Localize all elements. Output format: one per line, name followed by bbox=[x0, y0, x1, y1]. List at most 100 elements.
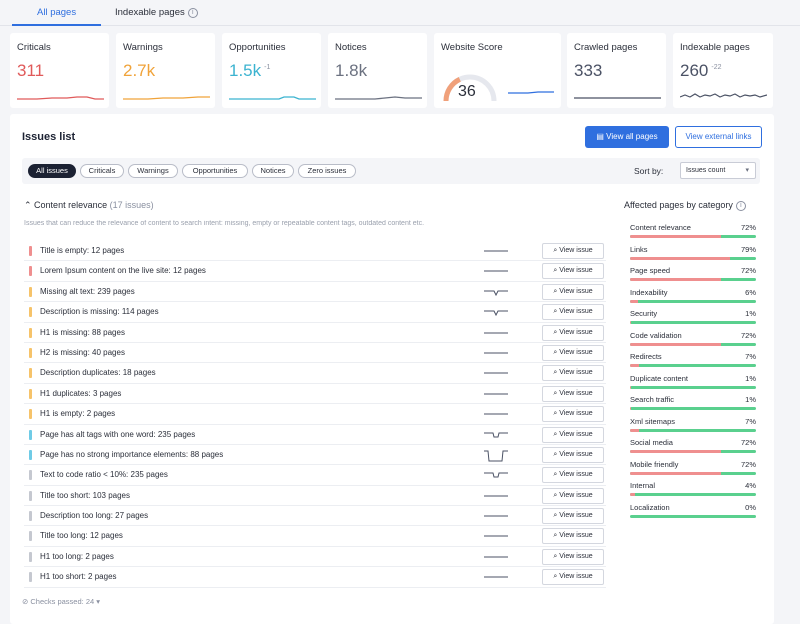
view-issue-label: View issue bbox=[559, 491, 593, 499]
search-icon: ⌕ bbox=[553, 287, 558, 295]
category-percent: 1% bbox=[745, 309, 756, 318]
stat-label: Indexable pages bbox=[680, 42, 750, 53]
severity-marker bbox=[29, 572, 32, 583]
filter-notices[interactable]: Notices bbox=[252, 164, 294, 178]
category-bar-fill bbox=[630, 407, 632, 410]
score-sparkline bbox=[508, 91, 554, 94]
category-percent: 72% bbox=[740, 438, 756, 447]
info-icon[interactable]: i bbox=[735, 201, 746, 211]
affected-category-item[interactable]: Xml sitemaps 7% bbox=[630, 417, 756, 439]
affected-category-item[interactable]: Duplicate content 1% bbox=[630, 374, 756, 396]
criticals-sparkline bbox=[17, 96, 104, 100]
view-issue-label: View issue bbox=[559, 471, 593, 479]
stat-card-website-score[interactable]: Website Score 36 bbox=[434, 33, 561, 108]
issue-name: Description too long: bbox=[40, 511, 113, 521]
view-issue-button[interactable]: ⌕ View issue bbox=[542, 446, 604, 463]
filter-zero-issues[interactable]: Zero issues bbox=[298, 164, 356, 178]
affected-category-item[interactable]: Indexability 6% bbox=[630, 288, 756, 310]
view-issue-button[interactable]: ⌕ View issue bbox=[542, 263, 604, 280]
view-issue-button[interactable]: ⌕ View issue bbox=[542, 324, 604, 341]
issue-name: Text to code ratio < 10%: bbox=[40, 470, 129, 480]
view-issue-button[interactable]: ⌕ View issue bbox=[542, 283, 604, 300]
issue-text: H1 too short: 2 pages bbox=[40, 572, 117, 581]
tab-all-pages[interactable]: All pages bbox=[37, 7, 77, 18]
view-issue-button[interactable]: ⌕ View issue bbox=[542, 344, 604, 361]
affected-category-item[interactable]: Redirects 7% bbox=[630, 352, 756, 374]
affected-category-item[interactable]: Localization 0% bbox=[630, 503, 756, 525]
category-bar bbox=[630, 278, 756, 281]
stat-card-notices[interactable]: Notices 1.8k bbox=[328, 33, 427, 108]
issue-name: H2 is missing: bbox=[40, 347, 90, 357]
section-count: (17 issues) bbox=[109, 200, 154, 210]
filter-opportunities[interactable]: Opportunities bbox=[182, 164, 248, 178]
severity-marker bbox=[29, 388, 32, 399]
stat-label: Warnings bbox=[123, 42, 163, 53]
stat-delta: -22 bbox=[711, 64, 722, 71]
stat-card-opportunities[interactable]: Opportunities 1.5k -1 bbox=[222, 33, 321, 108]
view-all-pages-button[interactable]: ▤ View all pages bbox=[585, 126, 669, 148]
view-issue-button[interactable]: ⌕ View issue bbox=[542, 548, 604, 565]
search-icon: ⌕ bbox=[553, 491, 558, 499]
search-icon: ⌕ bbox=[553, 389, 558, 397]
filter-warnings[interactable]: Warnings bbox=[128, 164, 178, 178]
section-toggle-content-relevance[interactable]: ⌃ Content relevance (17 issues) bbox=[24, 200, 154, 211]
affected-category-item[interactable]: Internal 4% bbox=[630, 481, 756, 503]
affected-category-item[interactable]: Code validation 72% bbox=[630, 331, 756, 353]
view-issue-button[interactable]: ⌕ View issue bbox=[542, 508, 604, 525]
issue-text: H1 is missing: 88 pages bbox=[40, 328, 125, 337]
info-icon[interactable]: i bbox=[187, 8, 198, 18]
view-issue-button[interactable]: ⌕ View issue bbox=[542, 528, 604, 545]
issue-text: Missing alt text: 239 pages bbox=[40, 287, 135, 296]
filter-criticals[interactable]: Criticals bbox=[80, 164, 124, 178]
severity-marker bbox=[29, 409, 32, 420]
view-issue-button[interactable]: ⌕ View issue bbox=[542, 426, 604, 443]
stat-card-indexable-pages[interactable]: Indexable pages 260 -22 bbox=[673, 33, 773, 108]
issue-name: Description is missing: bbox=[40, 307, 120, 317]
stat-card-warnings[interactable]: Warnings 2.7k bbox=[116, 33, 215, 108]
view-issue-button[interactable]: ⌕ View issue bbox=[542, 385, 604, 402]
category-bar-fill bbox=[630, 364, 639, 367]
checks-passed-toggle[interactable]: ⊘ Checks passed: 24 ▾ bbox=[22, 597, 100, 606]
category-bar-fill bbox=[630, 256, 730, 260]
tab-indexable-pages[interactable]: Indexable pages i bbox=[115, 7, 198, 18]
affected-category-item[interactable]: Social media 72% bbox=[630, 438, 756, 460]
affected-category-item[interactable]: Page speed 72% bbox=[630, 266, 756, 288]
issue-sparkline bbox=[484, 250, 508, 252]
chevron-up-icon: ⌃ bbox=[24, 200, 35, 210]
view-issue-button[interactable]: ⌕ View issue bbox=[542, 569, 604, 586]
view-issue-button[interactable]: ⌕ View issue bbox=[542, 467, 604, 484]
category-name: Mobile friendly bbox=[630, 459, 679, 469]
view-issue-button[interactable]: ⌕ View issue bbox=[542, 487, 604, 504]
stat-card-crawled-pages[interactable]: Crawled pages 333 bbox=[567, 33, 666, 108]
stat-card-criticals[interactable]: Criticals 311 bbox=[10, 33, 109, 108]
affected-category-item[interactable]: Links 79% bbox=[630, 245, 756, 267]
category-name: Page speed bbox=[630, 266, 671, 275]
stat-value: 1.5k -1 bbox=[229, 61, 270, 81]
view-issue-button[interactable]: ⌕ View issue bbox=[542, 243, 604, 259]
view-issue-label: View issue bbox=[559, 552, 593, 560]
issue-row: H1 is missing: 88 pages ⌕ View issue bbox=[24, 323, 606, 343]
issue-name: Description duplicates: bbox=[40, 368, 121, 378]
filter-all-issues[interactable]: All issues bbox=[28, 164, 76, 178]
affected-category-item[interactable]: Security 1% bbox=[630, 309, 756, 331]
notices-sparkline bbox=[335, 96, 422, 100]
affected-category-item[interactable]: Content relevance 72% bbox=[630, 223, 756, 245]
sort-select[interactable]: Issues count ▾ bbox=[680, 162, 756, 179]
affected-category-item[interactable]: Mobile friendly 72% bbox=[630, 460, 756, 482]
view-issue-button[interactable]: ⌕ View issue bbox=[542, 365, 604, 382]
view-external-links-button[interactable]: View external links bbox=[675, 126, 762, 148]
search-icon: ⌕ bbox=[553, 573, 558, 581]
view-issue-button[interactable]: ⌕ View issue bbox=[542, 406, 604, 423]
search-icon: ⌕ bbox=[553, 328, 558, 336]
view-issue-button[interactable]: ⌕ View issue bbox=[542, 304, 604, 321]
severity-marker bbox=[29, 246, 32, 256]
affected-category-item[interactable]: Search traffic 1% bbox=[630, 395, 756, 417]
crawled-sparkline bbox=[574, 97, 661, 99]
severity-marker bbox=[29, 449, 32, 460]
issue-count: 235 pages bbox=[130, 470, 168, 480]
checks-passed-label: Checks passed: 24 bbox=[30, 597, 95, 606]
stat-label: Notices bbox=[335, 42, 367, 53]
issue-text: Page has no strong importance elements: … bbox=[40, 450, 223, 459]
category-percent: 6% bbox=[745, 287, 756, 297]
issue-text: Text to code ratio < 10%: 235 pages bbox=[40, 470, 168, 479]
